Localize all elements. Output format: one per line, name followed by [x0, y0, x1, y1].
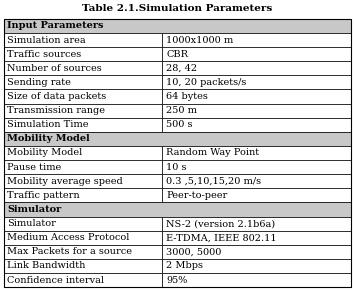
Bar: [4, 259, 162, 273]
Bar: [162, 174, 351, 188]
Bar: [4, 202, 351, 217]
Bar: [4, 33, 162, 47]
Text: Input Parameters: Input Parameters: [7, 21, 104, 30]
Bar: [162, 118, 351, 132]
Bar: [162, 61, 351, 75]
Bar: [4, 188, 162, 202]
Text: Simulation Time: Simulation Time: [7, 120, 89, 129]
Bar: [4, 245, 162, 259]
Text: 0.3 ,5,10,15,20 m/s: 0.3 ,5,10,15,20 m/s: [166, 177, 261, 186]
Bar: [162, 188, 351, 202]
Text: 500 s: 500 s: [166, 120, 193, 129]
Text: 1000x1000 m: 1000x1000 m: [166, 36, 233, 45]
Bar: [162, 33, 351, 47]
Bar: [162, 259, 351, 273]
Text: 95%: 95%: [166, 276, 187, 284]
Text: 10, 20 packets/s: 10, 20 packets/s: [166, 78, 246, 87]
Text: Simulator: Simulator: [7, 219, 56, 228]
Bar: [4, 104, 162, 118]
Bar: [4, 146, 162, 160]
Bar: [4, 132, 351, 146]
Text: Mobility Model: Mobility Model: [7, 148, 82, 157]
Text: Mobility Model: Mobility Model: [7, 134, 90, 143]
Bar: [162, 245, 351, 259]
Text: Mobility average speed: Mobility average speed: [7, 177, 123, 186]
Text: Sending rate: Sending rate: [7, 78, 71, 87]
Text: 10 s: 10 s: [166, 163, 187, 172]
Bar: [4, 118, 162, 132]
Text: Number of sources: Number of sources: [7, 64, 102, 73]
Text: Peer-to-peer: Peer-to-peer: [166, 191, 227, 200]
Bar: [4, 19, 351, 33]
Text: Simulation area: Simulation area: [7, 36, 86, 45]
Text: Link Bandwidth: Link Bandwidth: [7, 261, 86, 270]
Bar: [4, 89, 162, 104]
Text: CBR: CBR: [166, 50, 188, 59]
Bar: [4, 160, 162, 174]
Bar: [162, 89, 351, 104]
Text: Transmission range: Transmission range: [7, 106, 105, 115]
Text: Confidence interval: Confidence interval: [7, 276, 104, 284]
Bar: [4, 217, 162, 231]
Bar: [162, 104, 351, 118]
Bar: [162, 273, 351, 287]
Text: Medium Access Protocol: Medium Access Protocol: [7, 233, 130, 242]
Text: 2 Mbps: 2 Mbps: [166, 261, 203, 270]
Bar: [4, 174, 162, 188]
Text: Max Packets for a source: Max Packets for a source: [7, 247, 132, 256]
Text: Simulator: Simulator: [7, 205, 61, 214]
Text: Random Way Point: Random Way Point: [166, 148, 259, 157]
Bar: [4, 273, 162, 287]
Text: 64 bytes: 64 bytes: [166, 92, 208, 101]
Bar: [4, 75, 162, 89]
Text: 3000, 5000: 3000, 5000: [166, 247, 222, 256]
Bar: [4, 231, 162, 245]
Bar: [162, 231, 351, 245]
Text: Pause time: Pause time: [7, 163, 61, 172]
Text: 250 m: 250 m: [166, 106, 197, 115]
Bar: [162, 75, 351, 89]
Bar: [162, 47, 351, 61]
Bar: [162, 146, 351, 160]
Text: Table 2.1.Simulation Parameters: Table 2.1.Simulation Parameters: [82, 3, 273, 13]
Bar: [4, 61, 162, 75]
Text: Size of data packets: Size of data packets: [7, 92, 106, 101]
Bar: [4, 47, 162, 61]
Bar: [162, 160, 351, 174]
Bar: [162, 217, 351, 231]
Text: Traffic sources: Traffic sources: [7, 50, 81, 59]
Text: Traffic pattern: Traffic pattern: [7, 191, 80, 200]
Text: E-TDMA, IEEE 802.11: E-TDMA, IEEE 802.11: [166, 233, 277, 242]
Text: 28, 42: 28, 42: [166, 64, 197, 73]
Text: NS-2 (version 2.1b6a): NS-2 (version 2.1b6a): [166, 219, 275, 228]
